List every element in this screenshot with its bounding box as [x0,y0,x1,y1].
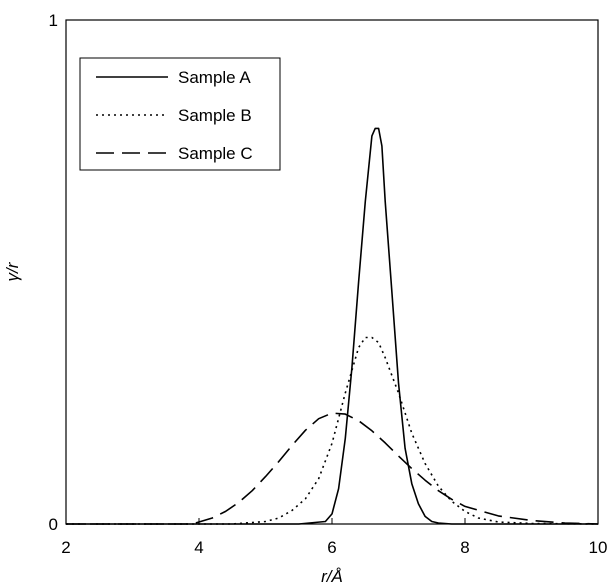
y-tick-label: 1 [49,11,58,30]
legend-label-sample-a: Sample A [178,68,251,87]
series-layer [66,127,599,525]
x-tick-label: 4 [194,538,203,557]
series-line-sample-c [66,412,599,525]
y-axis-label: γ/r [3,261,22,281]
legend-label-sample-b: Sample B [178,106,252,125]
x-tick-label: 2 [61,538,70,557]
legend: Sample A Sample B Sample C [79,57,281,171]
x-tick-label: 8 [460,538,469,557]
series-line-sample-a [66,127,598,525]
x-tick-label: 10 [589,538,608,557]
axis-ticks: 2 4 6 8 10 0 1 [49,11,608,557]
x-tick-label: 6 [327,538,336,557]
series-line-sample-b [66,336,599,525]
legend-label-sample-c: Sample C [178,144,253,163]
x-axis-label: r/Å [321,567,343,584]
y-tick-label: 0 [49,515,58,534]
